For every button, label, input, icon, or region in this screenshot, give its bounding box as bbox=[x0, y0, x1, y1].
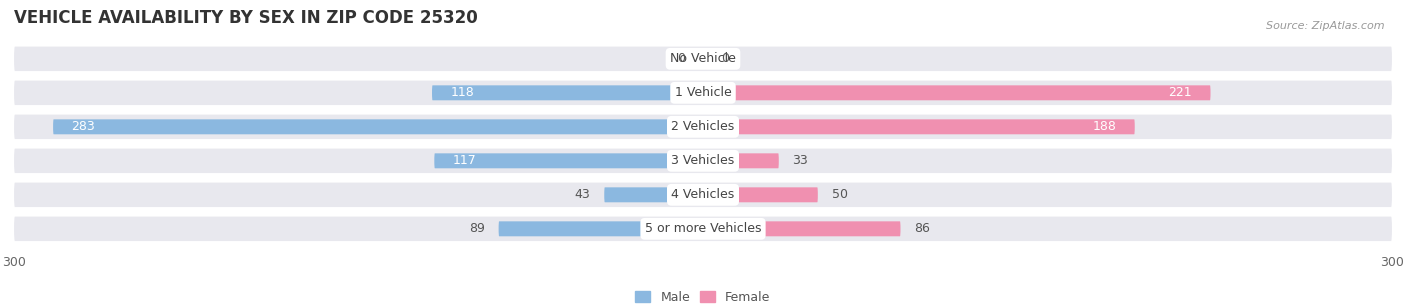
FancyBboxPatch shape bbox=[703, 187, 818, 202]
Text: 86: 86 bbox=[914, 222, 931, 235]
FancyBboxPatch shape bbox=[14, 183, 1392, 207]
FancyBboxPatch shape bbox=[703, 153, 779, 168]
FancyBboxPatch shape bbox=[14, 80, 1392, 105]
Text: VEHICLE AVAILABILITY BY SEX IN ZIP CODE 25320: VEHICLE AVAILABILITY BY SEX IN ZIP CODE … bbox=[14, 9, 478, 27]
Text: 89: 89 bbox=[470, 222, 485, 235]
Text: 188: 188 bbox=[1092, 120, 1116, 133]
Text: 283: 283 bbox=[72, 120, 96, 133]
Text: 33: 33 bbox=[793, 154, 808, 167]
FancyBboxPatch shape bbox=[432, 85, 703, 100]
Text: 118: 118 bbox=[450, 86, 474, 99]
FancyBboxPatch shape bbox=[703, 119, 1135, 134]
Text: Source: ZipAtlas.com: Source: ZipAtlas.com bbox=[1267, 21, 1385, 32]
FancyBboxPatch shape bbox=[14, 217, 1392, 241]
Text: 5 or more Vehicles: 5 or more Vehicles bbox=[645, 222, 761, 235]
Text: 2 Vehicles: 2 Vehicles bbox=[672, 120, 734, 133]
Text: 4 Vehicles: 4 Vehicles bbox=[672, 188, 734, 201]
Text: 50: 50 bbox=[831, 188, 848, 201]
FancyBboxPatch shape bbox=[605, 187, 703, 202]
FancyBboxPatch shape bbox=[53, 119, 703, 134]
Legend: Male, Female: Male, Female bbox=[630, 286, 776, 306]
FancyBboxPatch shape bbox=[703, 85, 1211, 100]
FancyBboxPatch shape bbox=[499, 221, 703, 236]
FancyBboxPatch shape bbox=[14, 47, 1392, 71]
Text: 3 Vehicles: 3 Vehicles bbox=[672, 154, 734, 167]
FancyBboxPatch shape bbox=[14, 149, 1392, 173]
Text: No Vehicle: No Vehicle bbox=[671, 52, 735, 65]
Text: 221: 221 bbox=[1168, 86, 1192, 99]
Text: 1 Vehicle: 1 Vehicle bbox=[675, 86, 731, 99]
FancyBboxPatch shape bbox=[703, 221, 900, 236]
FancyBboxPatch shape bbox=[14, 114, 1392, 139]
Text: 0: 0 bbox=[721, 52, 730, 65]
FancyBboxPatch shape bbox=[434, 153, 703, 168]
Text: 117: 117 bbox=[453, 154, 477, 167]
Text: 0: 0 bbox=[676, 52, 685, 65]
Text: 43: 43 bbox=[575, 188, 591, 201]
